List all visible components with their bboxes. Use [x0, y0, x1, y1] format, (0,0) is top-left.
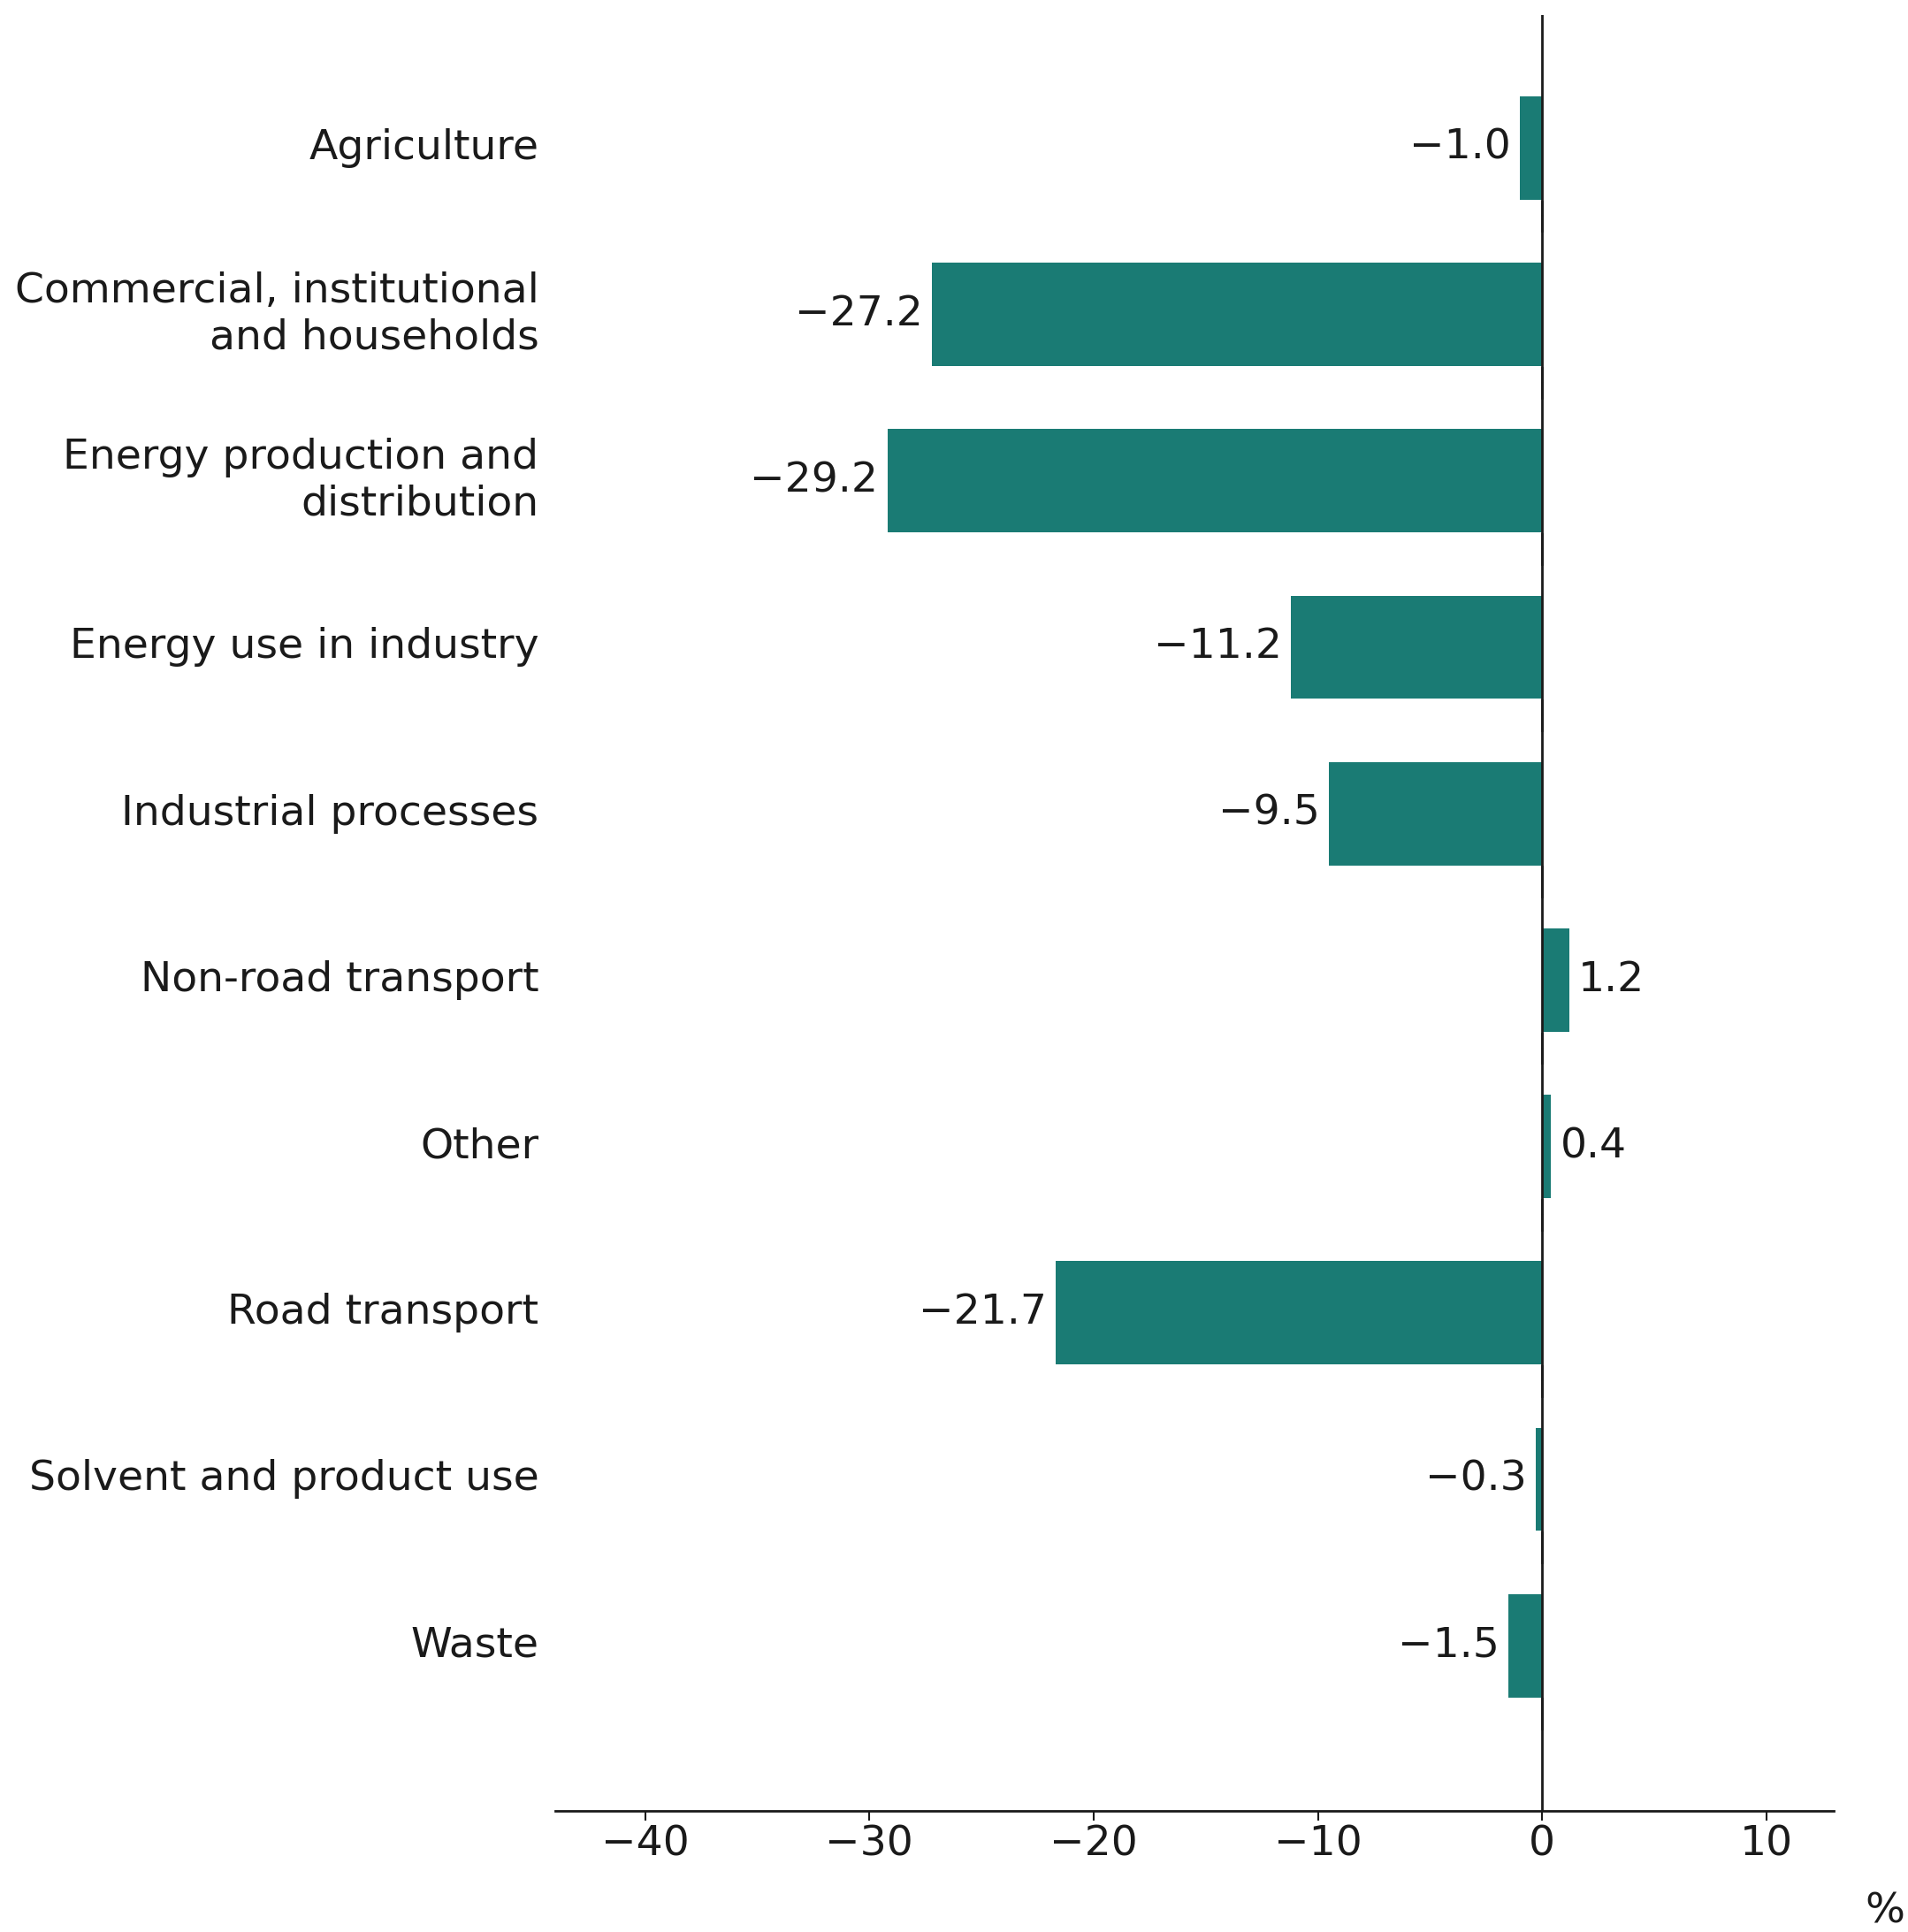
- Bar: [1542, 1095, 1551, 1198]
- Text: −11.2: −11.2: [1154, 628, 1282, 667]
- X-axis label: %: %: [1864, 1891, 1904, 1932]
- Bar: [1536, 1428, 1542, 1530]
- Text: 1.2: 1.2: [1578, 960, 1645, 1001]
- Bar: [887, 429, 1542, 533]
- Bar: [933, 263, 1542, 365]
- Bar: [1330, 761, 1542, 866]
- Bar: [1292, 595, 1542, 699]
- Text: −1.0: −1.0: [1410, 128, 1511, 168]
- Text: −29.2: −29.2: [750, 462, 878, 500]
- Bar: [1519, 97, 1542, 199]
- Text: −9.5: −9.5: [1219, 794, 1320, 833]
- Text: 0.4: 0.4: [1561, 1126, 1626, 1167]
- Bar: [1509, 1594, 1542, 1698]
- Text: −1.5: −1.5: [1399, 1627, 1500, 1665]
- Bar: [1542, 929, 1568, 1032]
- Text: −27.2: −27.2: [796, 294, 923, 334]
- Text: −21.7: −21.7: [918, 1293, 1046, 1333]
- Text: −0.3: −0.3: [1425, 1459, 1526, 1499]
- Bar: [1055, 1262, 1542, 1364]
